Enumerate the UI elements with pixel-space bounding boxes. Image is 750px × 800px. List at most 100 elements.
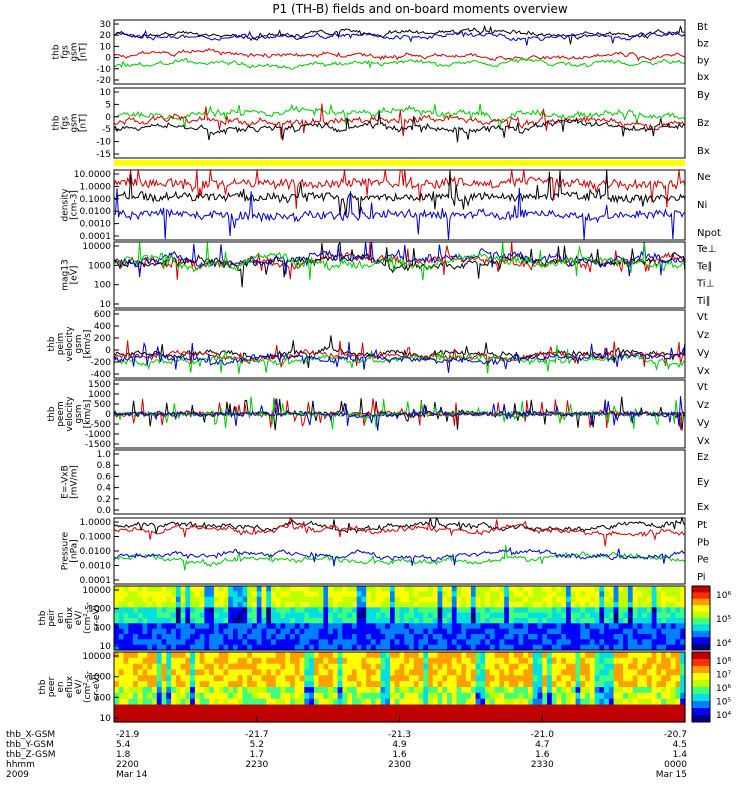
spectrogram-cell [418,704,424,711]
spectrogram-cell [489,698,496,706]
spectrogram-cell [513,681,520,688]
spectrogram-cell [209,692,215,700]
spectrogram-cell [646,687,653,694]
spectrogram-cell [575,716,581,723]
spectrogram-cell [551,586,558,592]
spectrogram-cell [223,663,229,671]
spectrogram-cell [194,663,201,671]
spectrogram-cell [328,704,334,711]
x-row-label: hhmm [6,760,35,770]
spectrogram-cell [375,675,382,682]
spectrogram-cell [504,591,510,598]
spectrogram-cell [318,669,324,676]
spectrogram-cell [280,639,286,646]
spectrogram-cell [551,628,558,635]
spectrogram-cell [366,652,372,659]
spectrogram-cell [223,716,229,723]
spectrogram-cell [518,639,524,646]
spectrogram-cell [670,639,677,646]
spectrogram-cell [580,710,586,717]
spectrogram-cell [480,586,486,592]
spectrogram-cell [271,657,277,665]
y-axis-label: eV/ [74,679,84,695]
spectrogram-cell [485,618,491,624]
x-tick-label: Mar 14 [116,770,148,780]
spectrogram-cell [128,669,134,676]
spectrogram-cell [475,681,481,688]
spectrogram-cell [661,669,667,676]
spectrogram-cell [661,586,667,592]
spectrogram-cell [247,628,253,635]
spectrogram-cell [627,675,634,682]
spectrogram-cell [642,607,648,614]
spectrogram-cell [356,710,363,717]
spectrogram-cell [204,596,210,603]
spectrogram-cell [499,663,505,671]
spectrogram-cell [589,607,596,614]
spectrogram-cell [133,716,139,723]
spectrogram-cell [537,698,543,706]
spectrogram-cell [466,596,472,603]
spectrogram-cell [356,675,363,682]
spectrogram-cell [523,623,529,630]
spectrogram-cell [423,687,429,694]
spectrogram-cell [675,644,681,651]
spectrogram-cell [561,704,567,711]
spectrogram-cell [447,607,453,614]
spectrogram-cell [171,710,177,717]
spectrogram-cell [137,716,144,723]
spectrogram-cell [342,716,348,723]
spectrogram-cell [461,618,467,624]
legend-Ey: Ey [697,477,709,488]
spectrogram-cell [185,607,191,614]
spectrogram-cell [199,692,206,700]
spectrogram-cell [347,652,353,659]
spectrogram-cell [461,628,467,635]
spectrogram-cell [152,669,158,676]
spectrogram-cell [532,716,539,723]
spectrogram-cell [223,704,229,711]
spectrogram-cell [318,644,324,651]
spectrogram-cell [570,602,577,608]
spectrogram-cell [337,607,343,614]
spectrogram-cell [380,663,386,671]
spectrogram-cell [456,698,462,706]
spectrogram-cell [570,644,577,651]
spectrogram-cell [161,586,167,592]
spectrogram-cell [485,623,491,630]
spectrogram-cell [585,639,591,646]
spectrogram-cell [213,639,220,646]
spectrogram-cell [670,623,677,630]
series-Vx [113,341,686,373]
spectrogram-cell [194,586,201,592]
spectrogram-cell [656,681,662,688]
spectrogram-cell [175,675,182,682]
spectrogram-cell [114,663,120,671]
spectrogram-cell [223,607,229,614]
spectrogram-cell [233,612,239,619]
spectrogram-cell [508,663,515,671]
spectrogram-cell [347,687,353,694]
spectrogram-cell [256,652,263,659]
spectrogram-cell [380,596,386,603]
spectrogram-cell [547,698,553,706]
spectrogram-cell [485,657,491,665]
spectrogram-cell [290,657,296,665]
y-axis-label: mag13 [61,259,71,290]
spectrogram-cell [608,704,615,711]
spectrogram-cell [114,657,120,665]
spectrogram-cell [442,681,448,688]
spectrogram-cell [285,628,291,635]
spectrogram-cell [613,607,619,614]
spectrogram-cell [114,618,120,624]
spectrogram-cell [451,716,458,723]
spectrogram-cell [271,607,277,614]
spectrogram-cell [447,639,453,646]
spectrogram-cell [399,586,405,592]
spectrogram-cell [485,704,491,711]
spectrogram-cell [661,607,667,614]
spectrogram-cell [542,639,548,646]
spectrogram-cell [133,618,139,624]
spectrogram-cell [466,698,472,706]
spectrogram-cell [428,628,434,635]
